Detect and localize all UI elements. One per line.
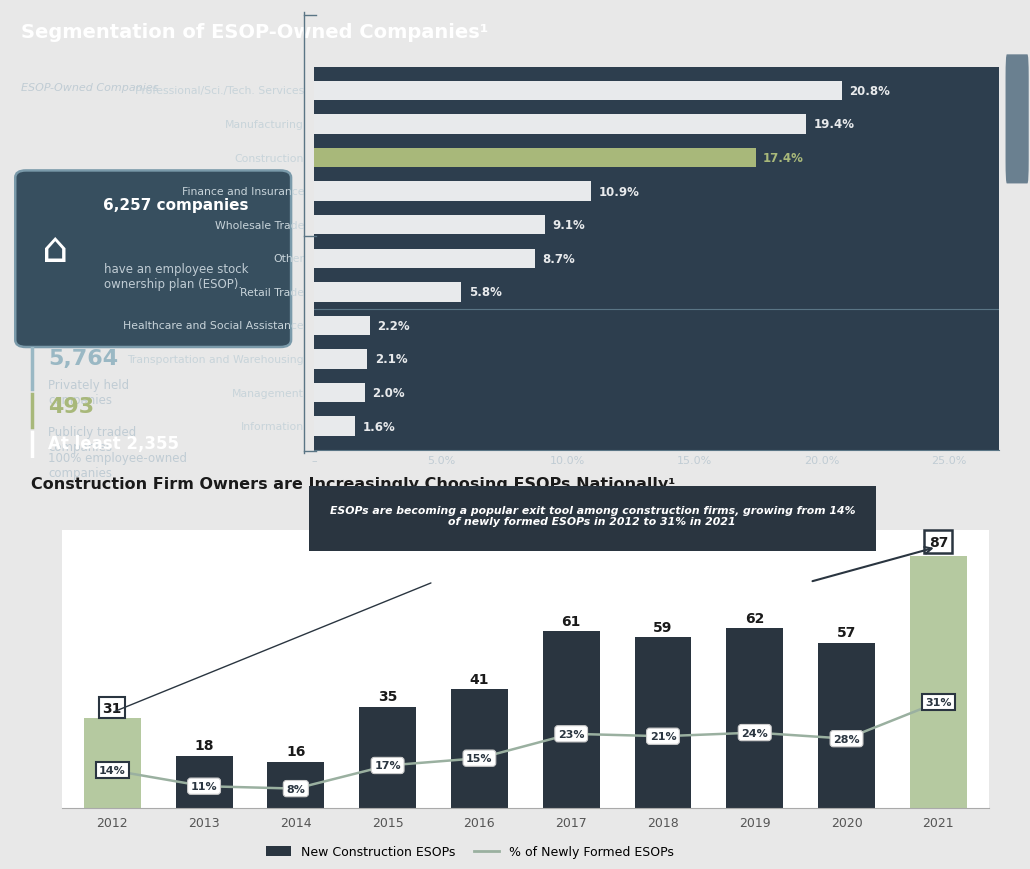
Bar <box>175 756 233 808</box>
Text: ESOP-Owned Companies by Industry (%): ESOP-Owned Companies by Industry (%) <box>324 83 551 93</box>
Text: 2.0%: 2.0% <box>373 387 405 400</box>
Text: 2.1%: 2.1% <box>375 353 408 366</box>
Text: 20.8%: 20.8% <box>850 85 890 97</box>
Text: Management: Management <box>232 388 304 398</box>
Bar <box>314 182 590 202</box>
Text: have an employee stock
ownership plan (ESOP).: have an employee stock ownership plan (E… <box>104 262 248 290</box>
Bar <box>314 350 368 369</box>
Text: 24%: 24% <box>742 727 768 738</box>
FancyBboxPatch shape <box>309 487 876 552</box>
Text: Information: Information <box>241 421 304 432</box>
Text: 5,764: 5,764 <box>48 348 118 368</box>
Text: 31%: 31% <box>925 697 952 707</box>
Bar <box>314 115 806 135</box>
Bar <box>451 689 508 808</box>
Text: Professional/Sci./Tech. Services: Professional/Sci./Tech. Services <box>135 86 304 96</box>
Text: ESOP-Owned Companies: ESOP-Owned Companies <box>21 83 158 93</box>
Legend: New Construction ESOPs, % of Newly Formed ESOPs: New Construction ESOPs, % of Newly Forme… <box>261 840 679 863</box>
Bar <box>726 628 783 808</box>
Bar <box>359 706 416 808</box>
Text: 493: 493 <box>48 396 95 416</box>
Bar <box>268 762 324 808</box>
Text: 41: 41 <box>470 672 489 686</box>
Text: Transportation and Warehousing: Transportation and Warehousing <box>128 355 304 365</box>
Text: 35: 35 <box>378 689 398 703</box>
Text: 21%: 21% <box>650 732 677 741</box>
Text: 16: 16 <box>286 745 306 759</box>
Text: Retail Trade: Retail Trade <box>240 288 304 297</box>
Bar <box>314 249 535 269</box>
Bar <box>818 643 876 808</box>
Text: 59: 59 <box>653 620 673 634</box>
Text: 19.4%: 19.4% <box>814 118 855 131</box>
Bar <box>543 632 599 808</box>
Bar <box>314 417 354 436</box>
Bar <box>314 149 756 168</box>
Text: Construction: Construction <box>235 153 304 163</box>
Bar <box>83 719 141 808</box>
Text: Finance and Insurance: Finance and Insurance <box>181 187 304 197</box>
Text: 5.8%: 5.8% <box>469 286 502 299</box>
FancyBboxPatch shape <box>15 171 291 348</box>
Text: 8%: 8% <box>286 784 305 793</box>
Text: 11%: 11% <box>191 781 217 792</box>
Text: 2.2%: 2.2% <box>378 320 410 333</box>
Text: 62: 62 <box>745 611 764 625</box>
Text: Segmentation of ESOP-Owned Companies¹: Segmentation of ESOP-Owned Companies¹ <box>21 23 488 42</box>
Text: 28%: 28% <box>833 733 860 744</box>
Text: 1.6%: 1.6% <box>363 421 396 433</box>
Text: Construction Firm Owners are Increasingly Choosing ESOPs Nationally¹: Construction Firm Owners are Increasingl… <box>31 477 675 492</box>
Bar <box>314 383 365 403</box>
Text: 17.4%: 17.4% <box>763 152 804 165</box>
Bar <box>314 82 842 101</box>
Bar <box>634 637 691 808</box>
Text: 87: 87 <box>929 535 948 549</box>
Text: 61: 61 <box>561 614 581 628</box>
Text: 8.7%: 8.7% <box>543 253 575 265</box>
Text: 10.9%: 10.9% <box>598 185 640 198</box>
Text: 23%: 23% <box>558 729 584 739</box>
Text: Other: Other <box>273 254 304 264</box>
Text: Healthcare and Social Assistance: Healthcare and Social Assistance <box>124 321 304 331</box>
Text: At least 2,355: At least 2,355 <box>48 434 179 453</box>
Text: 14%: 14% <box>99 766 126 775</box>
Bar <box>314 216 545 235</box>
Text: 9.1%: 9.1% <box>553 219 585 232</box>
Text: ESOPs are becoming a popular exit tool among construction firms, growing from 14: ESOPs are becoming a popular exit tool a… <box>330 505 855 527</box>
FancyBboxPatch shape <box>1005 56 1029 184</box>
Text: 100% employee-owned
companies: 100% employee-owned companies <box>48 451 187 479</box>
Text: 18: 18 <box>195 739 214 753</box>
Text: 17%: 17% <box>374 760 401 771</box>
Text: 6,257 companies: 6,257 companies <box>103 197 248 213</box>
Text: 15%: 15% <box>467 753 492 763</box>
Text: Privately held
companies: Privately held companies <box>48 379 130 407</box>
Text: Publicly traded
companies: Publicly traded companies <box>48 426 137 454</box>
Text: 31: 31 <box>103 701 122 715</box>
Text: 57: 57 <box>836 626 856 640</box>
Text: 31: 31 <box>103 701 122 715</box>
Bar <box>314 316 370 335</box>
Text: Manufacturing: Manufacturing <box>226 120 304 129</box>
Bar <box>909 556 967 808</box>
Text: ⌂: ⌂ <box>42 229 69 270</box>
Bar <box>314 282 461 302</box>
Text: Wholesale Trade: Wholesale Trade <box>214 221 304 230</box>
